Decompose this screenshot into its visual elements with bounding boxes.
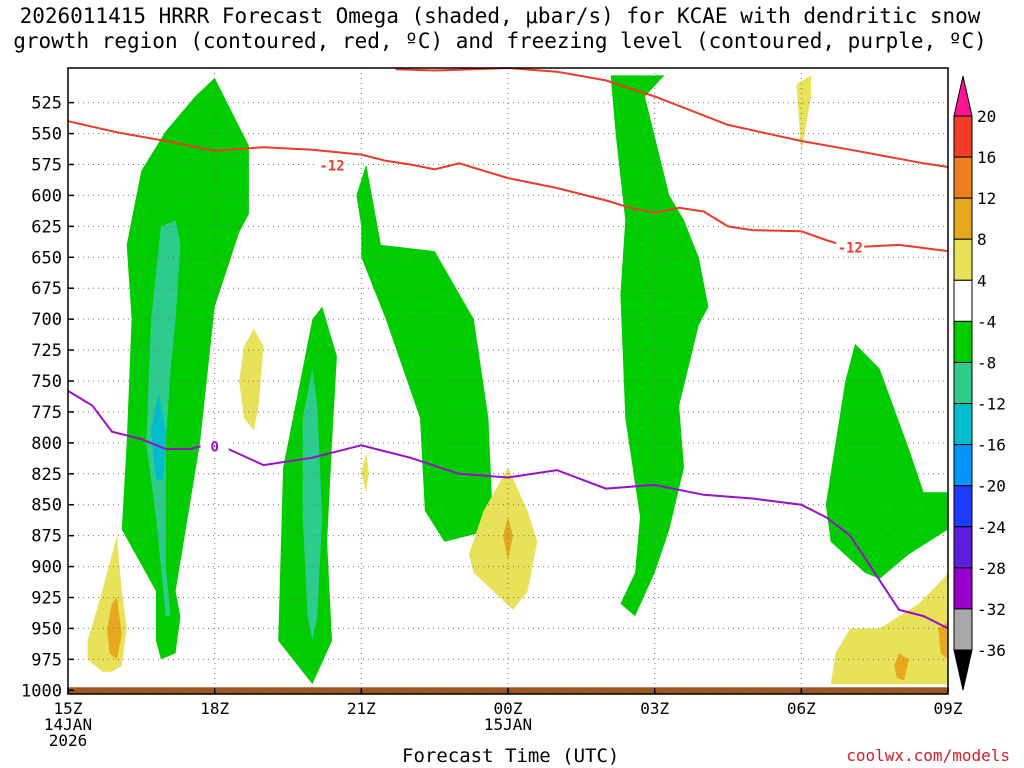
colorbar-label-7: -12 (977, 395, 1006, 414)
x-tick-label-9-0: 00Z (494, 699, 523, 718)
colorbar-box-5 (953, 279, 973, 322)
colorbar-box-4 (953, 238, 973, 281)
colorbar-label-3: 8 (977, 230, 987, 249)
y-tick-label-725: 725 (31, 341, 62, 361)
y-tick-label-950: 950 (31, 619, 62, 639)
colorbar-label-9: -20 (977, 477, 1006, 496)
colorbar-box-10 (953, 485, 973, 528)
colorbar-label-12: -32 (977, 600, 1006, 619)
x-tick-label-0-0: 15Z (54, 699, 83, 718)
colorbar-top-arrow (953, 75, 973, 117)
omega-region-10 (239, 329, 264, 431)
credit-text: coolwx.com/models (846, 746, 1010, 765)
colorbar-label-4: 4 (977, 271, 987, 290)
colorbar-box-1 (953, 115, 973, 158)
colorbar-box-7 (953, 361, 973, 405)
colorbar-box-13 (953, 608, 973, 651)
omega-region-14 (830, 572, 948, 685)
colorbar-box-9 (953, 444, 973, 487)
y-tick-label-700: 700 (31, 310, 62, 330)
omega-region-13 (796, 75, 812, 153)
x-tick-label-15-0: 06Z (787, 699, 816, 718)
contour-line-2 (67, 390, 949, 630)
y-tick-label-900: 900 (31, 558, 62, 578)
omega-region-17 (894, 653, 909, 681)
omega-region-0 (121, 77, 249, 660)
colorbar-label-5: -4 (977, 312, 996, 331)
x-tick-label-0-2: 2026 (49, 731, 88, 750)
colorbar-box-8 (953, 403, 973, 446)
x-tick-label-18-0: 09Z (934, 699, 963, 718)
y-tick-label-650: 650 (31, 248, 62, 268)
y-tick-label-1000: 1000 (21, 681, 62, 701)
contour-line-1 (67, 120, 949, 253)
x-axis-label: Forecast Time (UTC) (402, 745, 620, 767)
y-tick-label-825: 825 (31, 465, 62, 485)
y-tick-label-550: 550 (31, 125, 62, 145)
omega-region-11 (361, 452, 369, 493)
colorbar-label-0: 20 (977, 107, 996, 126)
y-tick-label-750: 750 (31, 372, 62, 392)
x-tick-label-3-0: 18Z (200, 699, 229, 718)
contour-label-1: -12 (838, 240, 863, 256)
axes: 525 550 575 600 625 650 675 700 725 750 775 800 825 8… (21, 67, 963, 750)
y-tick-label-800: 800 (31, 434, 62, 454)
y-tick-label-575: 575 (31, 155, 62, 175)
colorbar-box-6 (953, 320, 973, 363)
colorbar-label-8: -16 (977, 436, 1006, 455)
x-tick-label-0-1: 14JAN (44, 715, 92, 734)
y-tick-label-925: 925 (31, 589, 62, 609)
colorbar-label-6: -8 (977, 353, 996, 372)
y-tick-label-875: 875 (31, 527, 62, 547)
omega-shading (87, 75, 948, 685)
colorbar-bottom-arrow (953, 649, 973, 691)
y-tick-label-600: 600 (31, 186, 62, 206)
contour-line-0 (395, 66, 949, 168)
x-tick-label-6-0: 21Z (347, 699, 376, 718)
contour-lines: -12 -12 0 (67, 66, 949, 630)
colorbar-box-2 (953, 156, 973, 199)
colorbar-box-12 (953, 567, 973, 610)
y-tick-label-675: 675 (31, 279, 62, 299)
colorbar-label-1: 16 (977, 148, 996, 167)
omega-region-7 (302, 368, 323, 641)
contour-label-bg-0 (318, 157, 346, 174)
colorbar: 20 16 12 8 4 -4 -8 -12 -16 -20 -24 -28 -32 -36 (953, 75, 1006, 691)
x-tick-label-12-0: 03Z (640, 699, 669, 718)
contour-label-bg-2 (200, 438, 229, 455)
chart-title: 2026011415 HRRR Forecast Omega (shaded, … (13, 4, 987, 53)
omega-region-4 (610, 75, 709, 617)
y-tick-label-975: 975 (31, 650, 62, 670)
colorbar-label-10: -24 (977, 518, 1006, 537)
contour-label-bg-1 (836, 239, 865, 256)
omega-region-8 (151, 393, 166, 480)
y-tick-label-525: 525 (31, 94, 62, 114)
y-tick-label-625: 625 (31, 217, 62, 237)
colorbar-box-3 (953, 197, 973, 240)
y-tick-label-850: 850 (31, 496, 62, 516)
y-tick-label-775: 775 (31, 403, 62, 423)
colorbar-label-13: -36 (977, 641, 1006, 660)
omega-region-3 (356, 164, 494, 542)
colorbar-box-11 (953, 526, 973, 569)
colorbar-label-11: -28 (977, 559, 1006, 578)
omega-region-12 (468, 467, 538, 610)
omega-region-18 (938, 622, 948, 660)
omega-region-9 (87, 535, 127, 672)
x-tick-label-9-1: 15JAN (484, 715, 532, 734)
contour-label-2: 0 (210, 440, 218, 456)
colorbar-label-2: 12 (977, 189, 996, 208)
omega-region-5 (825, 343, 948, 579)
contour-label-0: -12 (319, 159, 344, 175)
omega-region-15 (107, 597, 122, 660)
